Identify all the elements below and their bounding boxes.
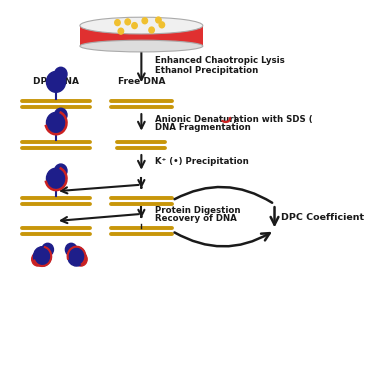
Circle shape <box>125 19 130 25</box>
Text: DNA Fragmentation: DNA Fragmentation <box>155 123 251 132</box>
Text: Ethanol Precipitation: Ethanol Precipitation <box>155 66 258 75</box>
Circle shape <box>55 164 67 178</box>
Circle shape <box>42 243 54 256</box>
Text: Recovery of DNA: Recovery of DNA <box>155 214 237 223</box>
Circle shape <box>33 247 51 266</box>
Circle shape <box>149 27 154 33</box>
Circle shape <box>68 247 86 266</box>
Circle shape <box>115 20 120 26</box>
Text: DPC Coefficient: DPC Coefficient <box>281 213 364 222</box>
Circle shape <box>46 72 66 92</box>
Ellipse shape <box>82 18 201 33</box>
Circle shape <box>142 18 147 24</box>
Circle shape <box>118 28 124 34</box>
FancyBboxPatch shape <box>80 26 203 46</box>
Text: Free DNA: Free DNA <box>118 77 165 86</box>
Circle shape <box>156 17 161 23</box>
Circle shape <box>55 108 67 122</box>
Circle shape <box>32 252 44 266</box>
Text: DPC DNA: DPC DNA <box>33 77 79 86</box>
Circle shape <box>46 112 66 133</box>
Circle shape <box>75 252 87 266</box>
Circle shape <box>65 243 77 256</box>
Circle shape <box>159 22 165 28</box>
Text: K⁺ (•) Precipitation: K⁺ (•) Precipitation <box>155 157 249 166</box>
Text: Enhanced Chaotropic Lysis: Enhanced Chaotropic Lysis <box>155 57 285 66</box>
Circle shape <box>132 22 137 28</box>
Text: Anionic Denaturation with SDS (: Anionic Denaturation with SDS ( <box>155 115 313 124</box>
Ellipse shape <box>80 17 203 34</box>
Circle shape <box>46 168 66 189</box>
Circle shape <box>55 67 67 81</box>
Text: ): ) <box>232 115 236 124</box>
Ellipse shape <box>80 40 203 52</box>
Text: Protein Digestion: Protein Digestion <box>155 206 240 215</box>
